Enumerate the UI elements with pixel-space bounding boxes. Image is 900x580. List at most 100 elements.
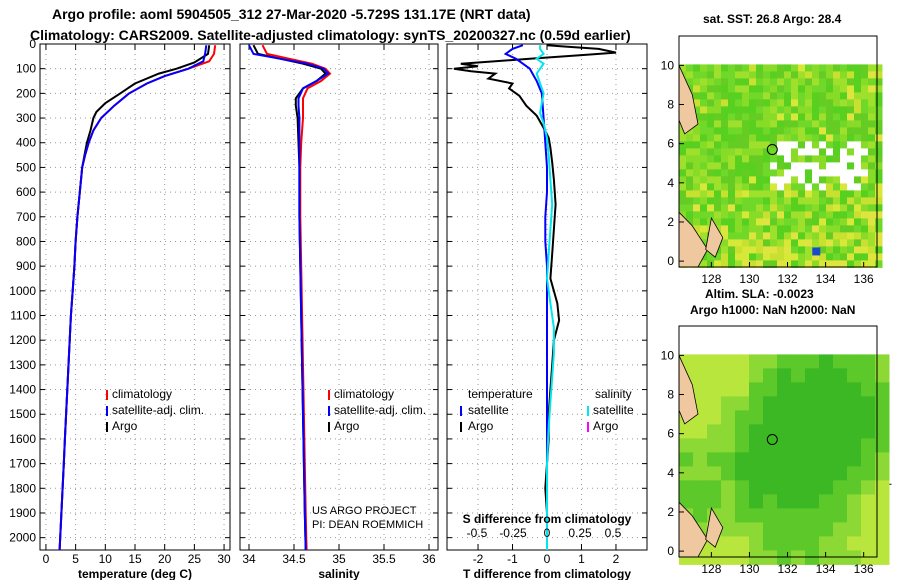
depth-tick-label: 900: [16, 259, 36, 273]
difference-xtick-label: 2: [613, 552, 620, 566]
difference-legend-swatch: [587, 422, 589, 432]
temperature-legend-label: satellite-adj. clim.: [112, 403, 204, 417]
credit-project: US ARGO PROJECT: [312, 505, 417, 517]
difference-legend-label: Argo: [468, 419, 494, 433]
sst_map-frame: [678, 35, 878, 268]
sla_map-ytick-label: 6: [667, 427, 674, 441]
difference-legend-swatch: [460, 406, 462, 416]
sst_map-ytick-label: 0: [667, 254, 674, 268]
depth-tick-label: 1400: [9, 383, 36, 397]
temperature-xtick-label: 0: [43, 552, 50, 566]
difference-legend-swatch: [460, 422, 462, 432]
sla_map-field: [679, 354, 890, 565]
depth-tick-label: 500: [16, 160, 36, 174]
depth-tick-label: 1500: [9, 407, 36, 421]
depth-tick-label: 700: [16, 210, 36, 224]
sst_map-profile-marker: [766, 144, 778, 156]
difference-salinity-tick-label: -0.5: [467, 526, 488, 540]
sla-map-title: Altim. SLA: -0.0023: [705, 287, 814, 301]
salinity-xtick-label: 35: [332, 552, 346, 566]
difference-series-salinity-satellite: [534, 45, 555, 550]
temperature-xtick-label: 15: [128, 552, 142, 566]
temperature-legend-label: Argo: [112, 419, 138, 433]
depth-tick-label: 600: [16, 185, 36, 199]
sla_map-xtick-label: 128: [701, 562, 721, 576]
salinity-legend-label: Argo: [334, 419, 360, 433]
temperature-legend-swatch: [106, 422, 108, 432]
difference-xtick-label: 0: [544, 552, 551, 566]
depth-tick-label: 1600: [9, 432, 36, 446]
depth-tick-label: 800: [16, 234, 36, 248]
salinity-series-argo: [252, 44, 327, 551]
salinity-xtick-label: 36: [422, 552, 436, 566]
temperature-xlabel: temperature (deg C): [78, 567, 192, 580]
sst_map-xtick-label: 130: [739, 272, 759, 286]
temperature-legend-label: climatology: [112, 387, 172, 401]
difference-xlabel: T difference from climatology: [463, 567, 631, 580]
salinity-legend-label: satellite-adj. clim.: [334, 403, 426, 417]
depth-tick-label: 400: [16, 136, 36, 150]
salinity-legend-label: climatology: [334, 387, 394, 401]
sla_map-ytick-label: 8: [667, 388, 674, 402]
sst_map-ytick-label: 8: [667, 98, 674, 112]
depth-tick-label: 0: [29, 37, 36, 51]
sla_map-xtick-label: 132: [778, 562, 798, 576]
depth-tick-label: 1200: [9, 333, 36, 347]
sla_map-land: [705, 506, 724, 548]
temperature-legend-swatch: [106, 406, 108, 416]
sla_map-xtick-label: 130: [739, 562, 759, 576]
sla_map-xtick-label: 134: [816, 562, 836, 576]
difference-legend-heading: temperature: [468, 387, 533, 401]
salinity-series-satellite-adj-clim-: [248, 44, 330, 551]
salinity-xlabel: salinity: [318, 567, 360, 580]
temperature-series-argo: [58, 45, 211, 551]
depth-tick-label: 1900: [9, 506, 36, 520]
sst_map-ytick-label: 10: [661, 58, 675, 72]
depth-tick-label: 200: [16, 86, 36, 100]
sla-map-subtitle: Argo h1000: NaN h2000: NaN: [690, 303, 856, 317]
sst_map-ytick-label: 4: [667, 176, 674, 190]
sla_map-ytick-label: 0: [667, 544, 674, 558]
difference-legend-label: satellite: [468, 403, 509, 417]
sst_map-land: [705, 216, 724, 258]
sst-cold-pixel: [812, 247, 821, 256]
sla_map-profile-marker: [766, 434, 778, 446]
depth-tick-label: 1800: [9, 481, 36, 495]
difference-legend-swatch: [587, 406, 589, 416]
temperature-series-satellite-adj-clim-: [58, 45, 208, 551]
depth-tick-label: 100: [16, 62, 36, 76]
figure-title-line1: Argo profile: aoml 5904505_312 27-Mar-20…: [52, 6, 531, 22]
difference-salinity-tick-label: -0.25: [499, 526, 527, 540]
difference-series-satellite: [503, 44, 548, 550]
temperature-xtick-label: 10: [99, 552, 113, 566]
sla_map-xtick-label: 136: [854, 562, 874, 576]
temperature-xtick-label: 25: [188, 552, 202, 566]
temperature-xtick-label: 5: [72, 552, 79, 566]
sst_map-ytick-label: 6: [667, 137, 674, 151]
sst_map-xtick-label: 136: [854, 272, 874, 286]
depth-tick-label: 1100: [10, 309, 36, 323]
sst_map-xtick-label: 132: [778, 272, 798, 286]
figure-title-line2: Climatology: CARS2009. Satellite-adjuste…: [30, 27, 631, 43]
temperature-xtick-label: 20: [158, 552, 172, 566]
difference-xtick-label: -2: [473, 552, 484, 566]
sst_map-field: [679, 64, 883, 268]
difference-salinity-tick-label: 0.25: [568, 526, 592, 540]
sla_map-frame: [678, 325, 878, 558]
salinity-xtick-label: 34.5: [282, 552, 306, 566]
sla_map-ytick-label: 2: [667, 505, 674, 519]
sla_map-ytick-label: 4: [667, 466, 674, 480]
salinity-legend-swatch: [328, 406, 330, 416]
depth-tick-label: 2000: [9, 531, 36, 545]
depth-tick-label: 1000: [9, 284, 36, 298]
salinity-xtick-label: 34: [242, 552, 256, 566]
sst_map-xtick-label: 128: [701, 272, 721, 286]
difference-inset-title: S difference from climatology: [463, 512, 632, 526]
salinity-legend-swatch: [328, 422, 330, 432]
sst_map-xtick-label: 134: [816, 272, 836, 286]
sst-map-title: sat. SST: 26.8 Argo: 28.4: [703, 12, 842, 26]
depth-tick-label: 300: [16, 111, 36, 125]
difference-legend-label: Argo: [593, 419, 619, 433]
salinity-series-climatology: [261, 44, 332, 551]
